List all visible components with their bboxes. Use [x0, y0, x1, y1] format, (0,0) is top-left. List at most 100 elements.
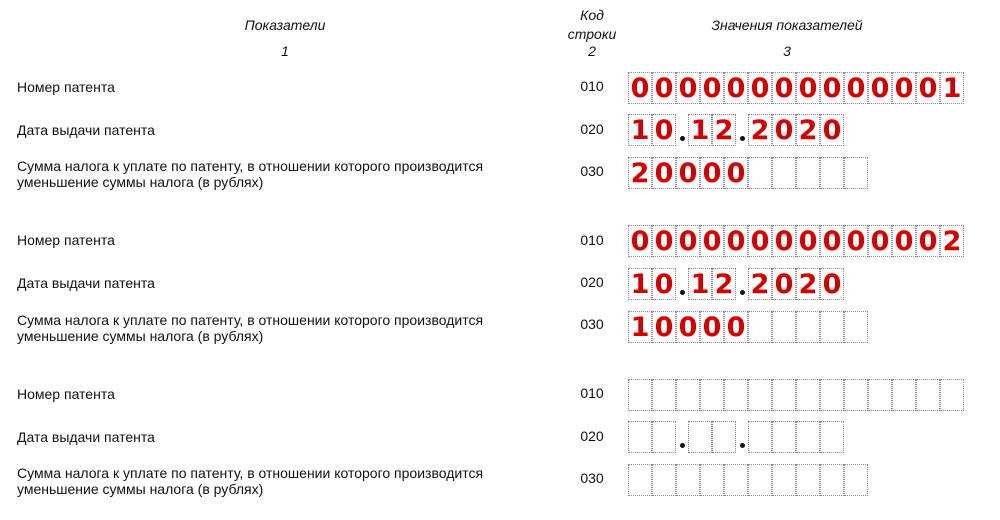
- label-patent-number: Номер патента: [17, 232, 115, 248]
- char-cell: [688, 421, 712, 453]
- char-cell: 2: [940, 225, 964, 257]
- label-tax-amount-line1: Сумма налога к уплате по патенту, в отно…: [17, 312, 484, 328]
- code-020: 020: [580, 121, 604, 137]
- char-cell: [772, 464, 796, 496]
- char-cell: 0: [676, 157, 700, 189]
- char-cell: 0: [796, 225, 820, 257]
- char-cell: [892, 379, 916, 411]
- char-cell: 2: [628, 157, 652, 189]
- label-tax-amount: Сумма налога к уплате по патенту, в отно…: [17, 465, 577, 497]
- char-cell: [916, 379, 940, 411]
- char-cell: 0: [652, 72, 676, 104]
- char-cell: [676, 379, 700, 411]
- char-cell: 0: [724, 72, 748, 104]
- char-cell: [652, 464, 676, 496]
- char-cell: [724, 464, 748, 496]
- char-cell: 0: [772, 268, 796, 300]
- char-cell: 0: [652, 268, 676, 300]
- char-cell: 1: [688, 268, 712, 300]
- char-cell: 0: [868, 72, 892, 104]
- char-cell: [628, 421, 652, 453]
- date-separator: [676, 421, 688, 453]
- char-cell: 1: [628, 311, 652, 343]
- char-cell: [748, 379, 772, 411]
- label-tax-amount-line2: уменьшение суммы налога (в рублях): [17, 328, 264, 344]
- char-cell: [844, 464, 868, 496]
- char-cell: 2: [796, 268, 820, 300]
- char-cell: 0: [916, 225, 940, 257]
- label-issue-date: Дата выдачи патента: [17, 275, 155, 291]
- char-cell: [628, 379, 652, 411]
- char-cell: 0: [772, 114, 796, 146]
- char-cell: [700, 464, 724, 496]
- char-cell: [724, 379, 748, 411]
- char-cell: 1: [940, 72, 964, 104]
- char-cell: 0: [868, 225, 892, 257]
- separator-dot: [739, 136, 745, 141]
- char-cell: 2: [712, 114, 736, 146]
- char-cell: 0: [676, 225, 700, 257]
- date-separator: [736, 268, 748, 300]
- char-cell: 0: [748, 225, 772, 257]
- label-tax-amount-line1: Сумма налога к уплате по патенту, в отно…: [17, 465, 484, 481]
- char-cell: 2: [796, 114, 820, 146]
- header-code-line1: Код: [580, 7, 604, 23]
- char-cell: 0: [700, 225, 724, 257]
- char-cell: [844, 157, 868, 189]
- label-tax-amount-line2: уменьшение суммы налога (в рублях): [17, 481, 264, 497]
- char-cell: [676, 464, 700, 496]
- char-cell: 0: [724, 157, 748, 189]
- char-cell: 0: [628, 72, 652, 104]
- char-cell: [748, 421, 772, 453]
- char-cell: [820, 311, 844, 343]
- code-030: 030: [580, 163, 604, 179]
- char-cell: 0: [820, 114, 844, 146]
- label-issue-date: Дата выдачи патента: [17, 122, 155, 138]
- label-patent-number: Номер патента: [17, 386, 115, 402]
- char-cell: 0: [676, 311, 700, 343]
- date-separator: [736, 114, 748, 146]
- date-separator: [736, 421, 748, 453]
- char-cell: 0: [916, 72, 940, 104]
- char-cell: 0: [844, 72, 868, 104]
- char-cell: 1: [628, 268, 652, 300]
- char-cell: [940, 379, 964, 411]
- char-cell: 0: [892, 72, 916, 104]
- code-020: 020: [580, 274, 604, 290]
- char-cell: [772, 421, 796, 453]
- code-010: 010: [580, 385, 604, 401]
- char-cell: [844, 311, 868, 343]
- char-cell: [820, 421, 844, 453]
- char-cell: [748, 311, 772, 343]
- char-cell: 0: [652, 311, 676, 343]
- char-cell: 0: [628, 225, 652, 257]
- separator-dot: [679, 443, 685, 448]
- char-cell: [712, 421, 736, 453]
- char-cell: 0: [700, 157, 724, 189]
- label-tax-amount-line2: уменьшение суммы налога (в рублях): [17, 174, 264, 190]
- code-030: 030: [580, 316, 604, 332]
- code-030: 030: [580, 470, 604, 486]
- char-cell: [700, 379, 724, 411]
- label-tax-amount: Сумма налога к уплате по патенту, в отно…: [17, 158, 577, 190]
- separator-dot: [739, 443, 745, 448]
- char-cell: [772, 157, 796, 189]
- code-010: 010: [580, 78, 604, 94]
- header-code-num: 2: [588, 43, 596, 59]
- header-indicators: Показатели: [244, 17, 326, 33]
- char-cell: [820, 157, 844, 189]
- char-cell: [748, 464, 772, 496]
- char-cell: [628, 464, 652, 496]
- header-code-line2: строки: [567, 26, 617, 42]
- char-cell: [748, 157, 772, 189]
- char-cell: 2: [712, 268, 736, 300]
- header-values-num: 3: [783, 43, 791, 59]
- separator-dot: [679, 290, 685, 295]
- char-cell: 0: [700, 311, 724, 343]
- separator-dot: [679, 136, 685, 141]
- char-cell: [772, 379, 796, 411]
- char-cell: 0: [892, 225, 916, 257]
- header-indicators-num: 1: [281, 43, 289, 59]
- char-cell: 0: [748, 72, 772, 104]
- char-cell: [652, 379, 676, 411]
